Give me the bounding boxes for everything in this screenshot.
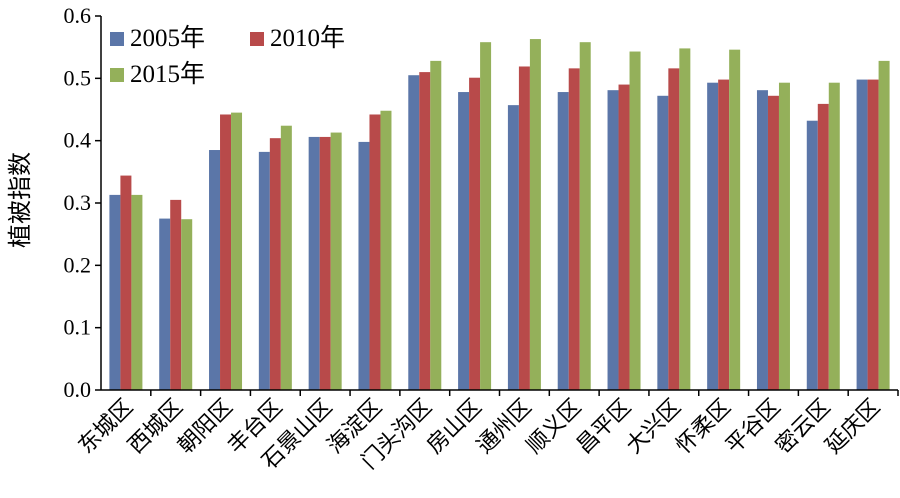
x-category-label: 西城区 [124,395,188,459]
x-category-label: 昌平区 [572,395,636,459]
bar [867,79,879,390]
bar [529,39,541,391]
bar [319,136,331,390]
bar [408,75,420,390]
bar [756,90,768,390]
x-category-label: 平谷区 [721,395,785,459]
bar [668,68,680,391]
bar [159,218,171,390]
legend-swatch [250,32,264,46]
x-category-label: 朝阳区 [173,395,237,459]
bar [518,66,530,391]
legend-swatch [110,68,124,82]
x-category-label: 东城区 [74,395,138,459]
bar [120,175,132,390]
bar [778,82,790,391]
bar [718,79,730,390]
bar [258,151,270,390]
bar [856,79,868,390]
x-category-label: 通州区 [472,395,536,459]
x-labels-group: 东城区西城区朝阳区丰台区石景山区海淀区门头沟区房山区通州区顺义区昌平区大兴区怀柔… [74,395,886,475]
bar [568,68,580,391]
bar [679,48,691,391]
legend: 2005年 2010年 2015年 [110,24,345,88]
legend-swatch [110,32,124,46]
bar [280,125,292,390]
bar [507,105,519,391]
bar [729,49,741,390]
bar [109,194,121,390]
bar [131,194,143,390]
bar [181,219,193,390]
bar [618,84,630,391]
bar [629,51,641,390]
x-category-label: 大兴区 [622,395,686,459]
bar [707,82,719,391]
x-category-label: 房山区 [422,395,486,459]
bar [469,77,481,391]
bars-group [109,39,899,396]
bar [220,114,232,390]
bar [878,60,890,390]
bar [419,72,431,390]
y-tick-label: 0.5 [64,65,92,90]
legend-label: 2005年 [130,24,205,52]
bar [231,112,243,390]
bar [308,136,320,390]
legend-label: 2010年 [270,24,345,52]
bar [369,114,381,390]
y-axis-label: 植被指数 [6,152,34,248]
bar [380,110,392,390]
bar [480,42,492,391]
y-tick-label: 0.6 [64,3,92,28]
bar [607,90,619,390]
bar [458,92,470,391]
y-tick-label: 0.4 [64,128,92,153]
bar [579,42,591,391]
y-tick-label: 0.3 [64,190,92,215]
y-tick-label: 0.1 [64,315,92,340]
bar [657,95,669,390]
x-category-label: 顺义区 [522,395,586,459]
x-category-label: 怀柔区 [672,395,736,459]
bar [209,150,221,390]
bar [358,141,370,390]
bar [828,82,840,391]
y-tick-label: 0.2 [64,252,92,277]
y-ticks-group: 0.0 0.1 0.2 0.3 0.4 0.5 0.6 [64,3,101,402]
bar [330,132,342,390]
bar [269,138,281,390]
bar [767,95,779,390]
bar [430,60,442,390]
bar [817,103,829,390]
x-category-label: 延庆区 [821,395,885,459]
legend-label: 2015年 [130,60,205,88]
x-category-label: 密云区 [771,395,835,459]
y-tick-label: 0.0 [64,377,92,402]
bar [557,92,569,391]
bar [806,120,818,390]
bar [170,199,182,390]
